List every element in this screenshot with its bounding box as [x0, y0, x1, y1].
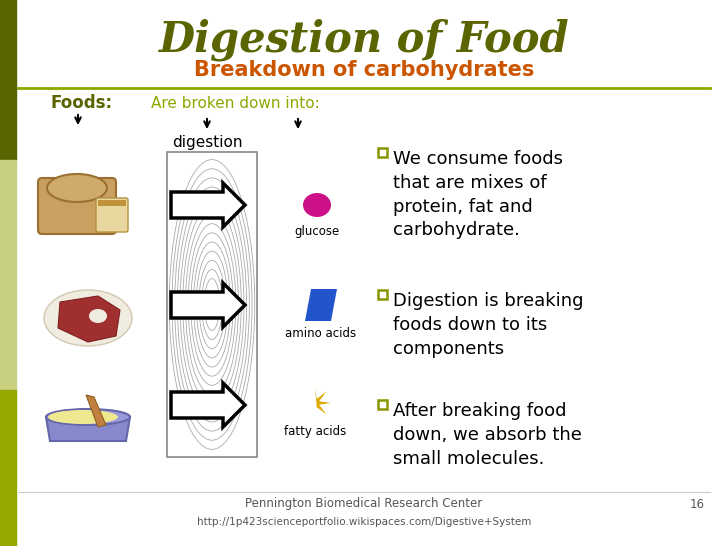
Bar: [378, 290, 387, 299]
Bar: [0, 0, 16, 160]
Ellipse shape: [89, 309, 107, 323]
Text: amino acids: amino acids: [285, 327, 357, 340]
Polygon shape: [305, 289, 337, 321]
Text: After breaking food
down, we absorb the
small molecules.: After breaking food down, we absorb the …: [393, 402, 582, 468]
Text: Are broken down into:: Are broken down into:: [151, 96, 320, 110]
Polygon shape: [46, 417, 130, 441]
Text: Pennington Biomedical Research Center: Pennington Biomedical Research Center: [245, 497, 483, 511]
Polygon shape: [171, 383, 245, 427]
FancyBboxPatch shape: [96, 198, 128, 232]
Ellipse shape: [47, 174, 107, 202]
Text: digestion: digestion: [172, 134, 242, 150]
Text: http://1p423scienceportfolio.wikispaces.com/Digestive+System: http://1p423scienceportfolio.wikispaces.…: [197, 517, 531, 527]
Polygon shape: [86, 395, 106, 427]
Bar: [167, 152, 257, 457]
Bar: [98, 200, 126, 206]
Polygon shape: [58, 296, 120, 342]
FancyBboxPatch shape: [38, 178, 116, 234]
Text: Foods:: Foods:: [50, 94, 112, 112]
Text: Digestion of Food: Digestion of Food: [159, 19, 569, 61]
Polygon shape: [171, 283, 245, 327]
Ellipse shape: [303, 193, 331, 217]
Ellipse shape: [46, 409, 130, 425]
Text: Breakdown of carbohydrates: Breakdown of carbohydrates: [194, 60, 534, 80]
Polygon shape: [171, 183, 245, 227]
Text: Digestion is breaking
foods down to its
components: Digestion is breaking foods down to its …: [393, 293, 584, 358]
Bar: [0, 390, 16, 546]
Text: We consume foods
that are mixes of
protein, fat and
carbohydrate.: We consume foods that are mixes of prote…: [393, 151, 563, 239]
Text: fatty acids: fatty acids: [284, 425, 346, 438]
Polygon shape: [315, 387, 331, 414]
Bar: [378, 148, 387, 157]
Ellipse shape: [44, 290, 132, 346]
Bar: [378, 400, 387, 409]
Text: glucose: glucose: [294, 225, 340, 238]
Ellipse shape: [48, 410, 118, 424]
Bar: [0, 160, 16, 390]
Text: 16: 16: [690, 497, 705, 511]
